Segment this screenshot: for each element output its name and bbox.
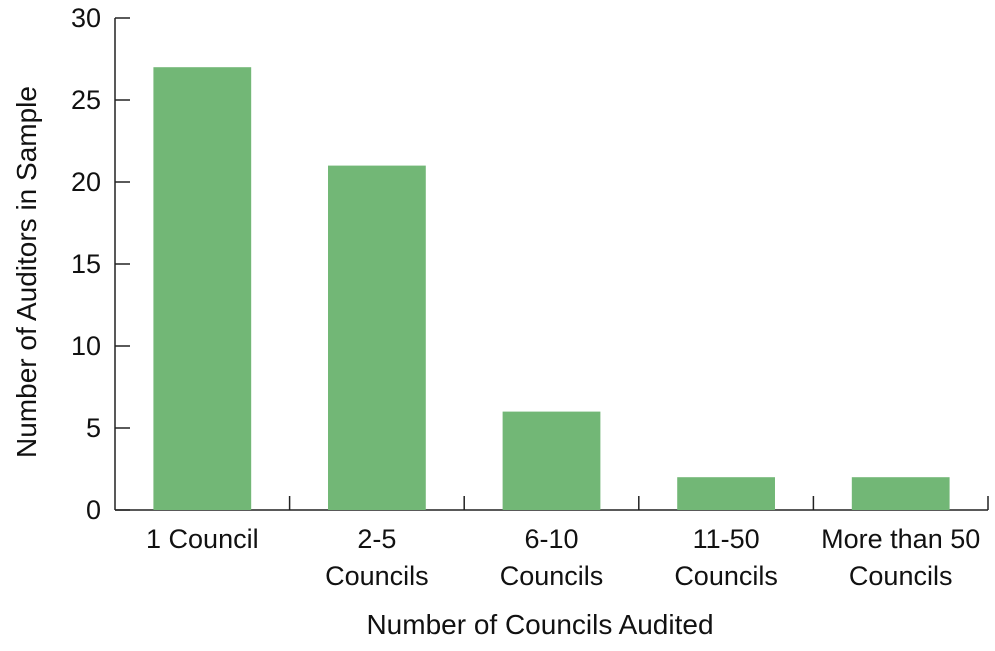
x-axis: 1 Council 2-5 Councils 6-10 Councils 11-50 Cou… bbox=[115, 496, 989, 591]
bar bbox=[677, 477, 775, 510]
y-axis: 0 5 10 15 20 25 30 bbox=[71, 3, 130, 525]
x-tick-label: 2-5 Councils bbox=[325, 524, 429, 591]
bar bbox=[153, 67, 252, 510]
y-tick-label: 0 bbox=[86, 495, 101, 525]
bar bbox=[502, 411, 601, 510]
x-axis-title: Number of Councils Audited bbox=[366, 609, 713, 640]
y-tick-label: 20 bbox=[71, 167, 101, 197]
y-tick-label: 25 bbox=[71, 85, 101, 115]
y-tick-label: 15 bbox=[71, 249, 101, 279]
y-tick-label: 5 bbox=[86, 413, 101, 443]
y-tick-label: 10 bbox=[71, 331, 101, 361]
x-tick-label: More than 50 Councils bbox=[821, 524, 980, 591]
x-tick-label: 1 Council bbox=[146, 524, 259, 554]
bar bbox=[851, 477, 950, 510]
y-axis-title: Number of Auditors in Sample bbox=[11, 86, 42, 458]
y-tick-label: 30 bbox=[71, 3, 101, 33]
x-tick-label: 6-10 Councils bbox=[500, 524, 604, 591]
bar bbox=[328, 165, 426, 510]
bars bbox=[153, 67, 950, 510]
x-tick-label: 11-50 Councils bbox=[674, 524, 778, 591]
